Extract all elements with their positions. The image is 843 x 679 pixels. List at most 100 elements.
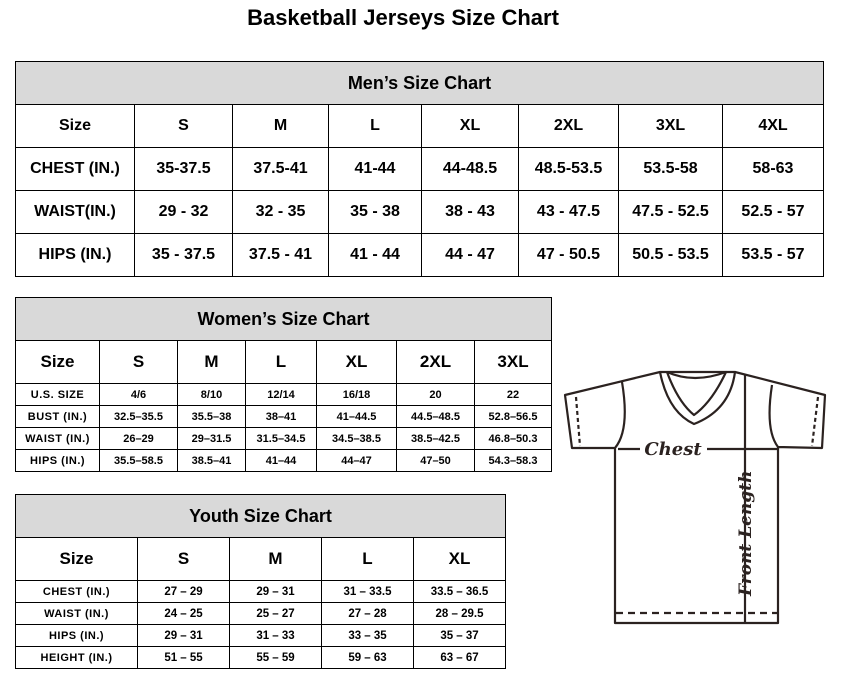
- table-cell: 47.5 - 52.5: [618, 190, 723, 234]
- table-cell: 51 – 55: [137, 646, 230, 669]
- table-cell: 47–50: [396, 449, 475, 472]
- table-row: U.S. SIZE 4/6 8/10 12/14 16/18 20 22: [15, 383, 553, 406]
- table-cell: 27 – 28: [321, 602, 414, 625]
- table-cell: 58-63: [722, 147, 824, 191]
- table-cell: 29 - 32: [134, 190, 233, 234]
- page-title: Basketball Jerseys Size Chart: [247, 5, 559, 30]
- table-cell: 48.5-53.5: [518, 147, 619, 191]
- table-cell: 38.5–41: [177, 449, 246, 472]
- row-label: Size: [15, 537, 138, 581]
- table-row: HIPS (IN.) 35.5–58.5 38.5–41 41–44 44–47 47–5…: [15, 449, 553, 472]
- table-row: HIPS (IN.) 35 - 37.5 37.5 - 41 41 - 44 44 - …: [15, 233, 824, 277]
- table-cell: 41–44: [245, 449, 317, 472]
- table-row: WAIST (IN.) 24 – 25 25 – 27 27 – 28 28 – 29.…: [15, 602, 507, 625]
- table-cell: 31 – 33.5: [321, 580, 414, 603]
- size-column-header: 2XL: [396, 340, 475, 384]
- table-cell: 20: [396, 383, 475, 406]
- womens-size-table: Women’s Size Chart Size S M L XL 2XL 3XL U.S. SI…: [14, 297, 553, 472]
- table-cell: 33.5 – 36.5: [412, 580, 507, 603]
- shirt-outline: [563, 370, 827, 625]
- size-column-header: M: [229, 537, 322, 581]
- table-cell: 44 - 47: [421, 233, 519, 277]
- jersey-measurement-diagram: Chest Front Length: [563, 370, 827, 625]
- table-cell: 24 – 25: [137, 602, 230, 625]
- table-cell: 8/10: [177, 383, 246, 406]
- table-cell: 31.5–34.5: [245, 427, 317, 450]
- table-cell: 31 – 33: [229, 624, 322, 647]
- table-cell: 44-48.5: [421, 147, 519, 191]
- table-cell: 29–31.5: [177, 427, 246, 450]
- front-length-label: Front Length: [736, 471, 756, 597]
- table-cell: 25 – 27: [229, 602, 322, 625]
- size-column-header: L: [245, 340, 317, 384]
- collar-inner: [665, 370, 728, 417]
- row-label: WAIST (IN.): [15, 602, 138, 625]
- size-column-header: XL: [316, 340, 397, 384]
- size-header-row: Size S M L XL 2XL 3XL 4XL: [15, 104, 824, 148]
- mens-chart-heading: Men’s Size Chart: [15, 61, 824, 105]
- row-label: WAIST(IN.): [15, 190, 135, 234]
- table-row: CHEST (IN.) 27 – 29 29 – 31 31 – 33.5 33.5 –…: [15, 580, 507, 603]
- table-cell: 43 - 47.5: [518, 190, 619, 234]
- table-row: WAIST (IN.) 26–29 29–31.5 31.5–34.5 34.5–38.…: [15, 427, 553, 450]
- size-column-header: 3XL: [618, 104, 723, 148]
- table-cell: 44.5–48.5: [396, 405, 475, 428]
- size-column-header: 3XL: [473, 340, 553, 384]
- sleeve-hem-right: [810, 396, 820, 447]
- table-cell: 26–29: [99, 427, 178, 450]
- table-cell: 53.5 - 57: [722, 233, 824, 277]
- table-cell: 37.5 - 41: [232, 233, 329, 277]
- table-row: BUST (IN.) 32.5–35.5 35.5–38 38–41 41–44.5 44…: [15, 405, 553, 428]
- table-cell: 29 – 31: [137, 624, 230, 647]
- table-cell: 34.5–38.5: [316, 427, 397, 450]
- table-cell: 52.8–56.5: [473, 405, 553, 428]
- table-cell: 35.5–38: [177, 405, 246, 428]
- size-column-header: 2XL: [518, 104, 619, 148]
- table-cell: 41-44: [328, 147, 422, 191]
- size-column-header: S: [99, 340, 178, 384]
- size-column-header: XL: [412, 537, 507, 581]
- size-column-header: XL: [421, 104, 519, 148]
- size-header-row: Size S M L XL 2XL 3XL: [15, 340, 553, 384]
- table-cell: 35 – 37: [412, 624, 507, 647]
- table-cell: 22: [473, 383, 553, 406]
- table-cell: 37.5-41: [232, 147, 329, 191]
- table-row: HEIGHT (IN.) 51 – 55 55 – 59 59 – 63 63 – 67: [15, 646, 507, 669]
- row-label: Size: [15, 340, 100, 384]
- table-cell: 46.8–50.3: [473, 427, 553, 450]
- row-label: BUST (IN.): [15, 405, 100, 428]
- row-label: WAIST (IN.): [15, 427, 100, 450]
- table-cell: 38–41: [245, 405, 317, 428]
- table-cell: 16/18: [316, 383, 397, 406]
- row-label: HIPS (IN.): [15, 449, 100, 472]
- mens-size-table: Men’s Size Chart Size S M L XL 2XL 3XL 4XL CHEST …: [15, 61, 824, 277]
- table-cell: 63 – 67: [412, 646, 507, 669]
- table-cell: 35.5–58.5: [99, 449, 178, 472]
- table-cell: 35-37.5: [134, 147, 233, 191]
- size-column-header: L: [321, 537, 414, 581]
- table-cell: 32.5–35.5: [99, 405, 178, 428]
- table-cell: 55 – 59: [229, 646, 322, 669]
- table-cell: 27 – 29: [137, 580, 230, 603]
- table-cell: 35 - 37.5: [134, 233, 233, 277]
- womens-chart-heading: Women’s Size Chart: [14, 297, 553, 341]
- size-header-row: Size S M L XL: [15, 537, 507, 581]
- size-column-header: S: [137, 537, 230, 581]
- table-cell: 38 - 43: [421, 190, 519, 234]
- table-cell: 53.5-58: [618, 147, 723, 191]
- table-cell: 52.5 - 57: [722, 190, 824, 234]
- size-column-header: M: [177, 340, 246, 384]
- table-cell: 41 - 44: [328, 233, 422, 277]
- row-label: U.S. SIZE: [15, 383, 100, 406]
- row-label: HIPS (IN.): [15, 233, 135, 277]
- table-cell: 33 – 35: [321, 624, 414, 647]
- row-label: Size: [15, 104, 135, 148]
- table-cell: 32 - 35: [232, 190, 329, 234]
- table-cell: 35 - 38: [328, 190, 422, 234]
- youth-chart-heading: Youth Size Chart: [14, 494, 507, 538]
- table-cell: 38.5–42.5: [396, 427, 475, 450]
- table-cell: 12/14: [245, 383, 317, 406]
- table-cell: 50.5 - 53.5: [618, 233, 723, 277]
- table-cell: 29 – 31: [229, 580, 322, 603]
- table-cell: 47 - 50.5: [518, 233, 619, 277]
